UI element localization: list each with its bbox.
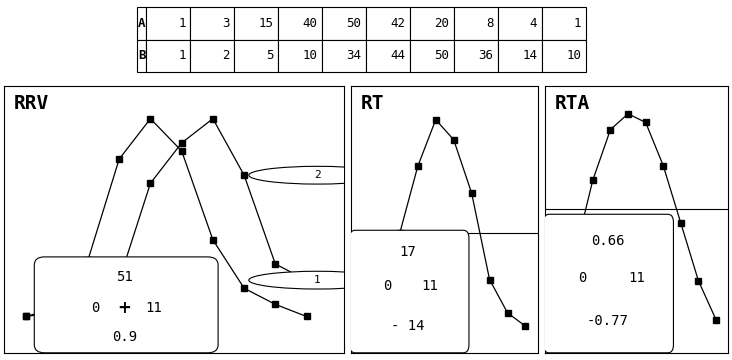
Text: 0: 0 (92, 301, 100, 315)
Text: 17: 17 (399, 244, 416, 258)
Text: 0.66: 0.66 (591, 234, 624, 248)
Circle shape (249, 271, 386, 289)
FancyBboxPatch shape (349, 230, 469, 353)
Text: 51: 51 (116, 270, 133, 284)
Text: -0.77: -0.77 (586, 314, 629, 328)
Text: RTA: RTA (555, 94, 590, 113)
Text: RT: RT (361, 94, 384, 113)
Text: +: + (118, 298, 132, 316)
Text: - 14: - 14 (391, 319, 424, 333)
Circle shape (249, 166, 386, 184)
Text: 2: 2 (314, 170, 321, 180)
Text: 0: 0 (578, 271, 586, 285)
Text: RRV: RRV (14, 94, 49, 113)
FancyBboxPatch shape (543, 214, 673, 353)
Text: 11: 11 (145, 301, 162, 315)
FancyBboxPatch shape (34, 257, 218, 353)
Text: 11: 11 (629, 271, 645, 285)
Text: 1: 1 (314, 275, 321, 285)
Text: 0: 0 (383, 279, 391, 293)
Text: 0.9: 0.9 (112, 330, 137, 344)
Text: 11: 11 (422, 279, 438, 293)
